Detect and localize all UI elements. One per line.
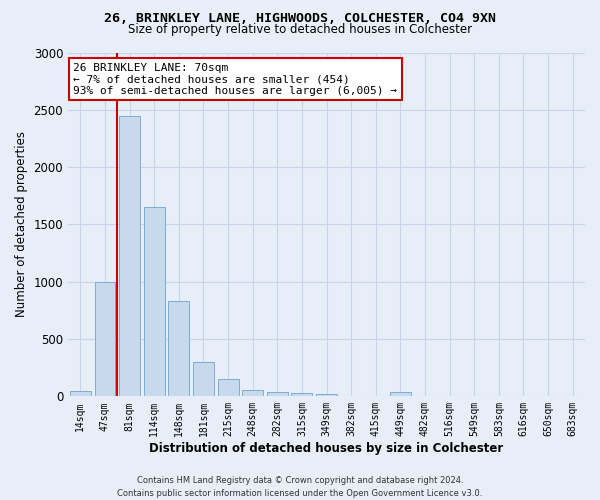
Bar (70, 390, 91, 396)
Bar (169, 301, 189, 396)
Bar (95, 282, 115, 397)
Text: 26 BRINKLEY LANE: 70sqm
← 7% of detached houses are smaller (454)
93% of semi-de: 26 BRINKLEY LANE: 70sqm ← 7% of detached… (73, 63, 397, 96)
Bar (193, 362, 214, 396)
Bar (316, 394, 337, 396)
Text: 26, BRINKLEY LANE, HIGHWOODS, COLCHESTER, CO4 9XN: 26, BRINKLEY LANE, HIGHWOODS, COLCHESTER… (104, 12, 496, 26)
Bar (292, 393, 313, 396)
Bar (267, 392, 288, 396)
Text: Contains HM Land Registry data © Crown copyright and database right 2024.
Contai: Contains HM Land Registry data © Crown c… (118, 476, 482, 498)
Y-axis label: Number of detached properties: Number of detached properties (15, 132, 28, 318)
Text: Size of property relative to detached houses in Colchester: Size of property relative to detached ho… (128, 22, 472, 36)
Bar (119, 116, 140, 396)
Bar (242, 390, 263, 396)
X-axis label: Distribution of detached houses by size in Colchester: Distribution of detached houses by size … (149, 442, 503, 455)
Bar (218, 379, 239, 396)
Bar (390, 392, 411, 396)
Bar (144, 207, 164, 396)
